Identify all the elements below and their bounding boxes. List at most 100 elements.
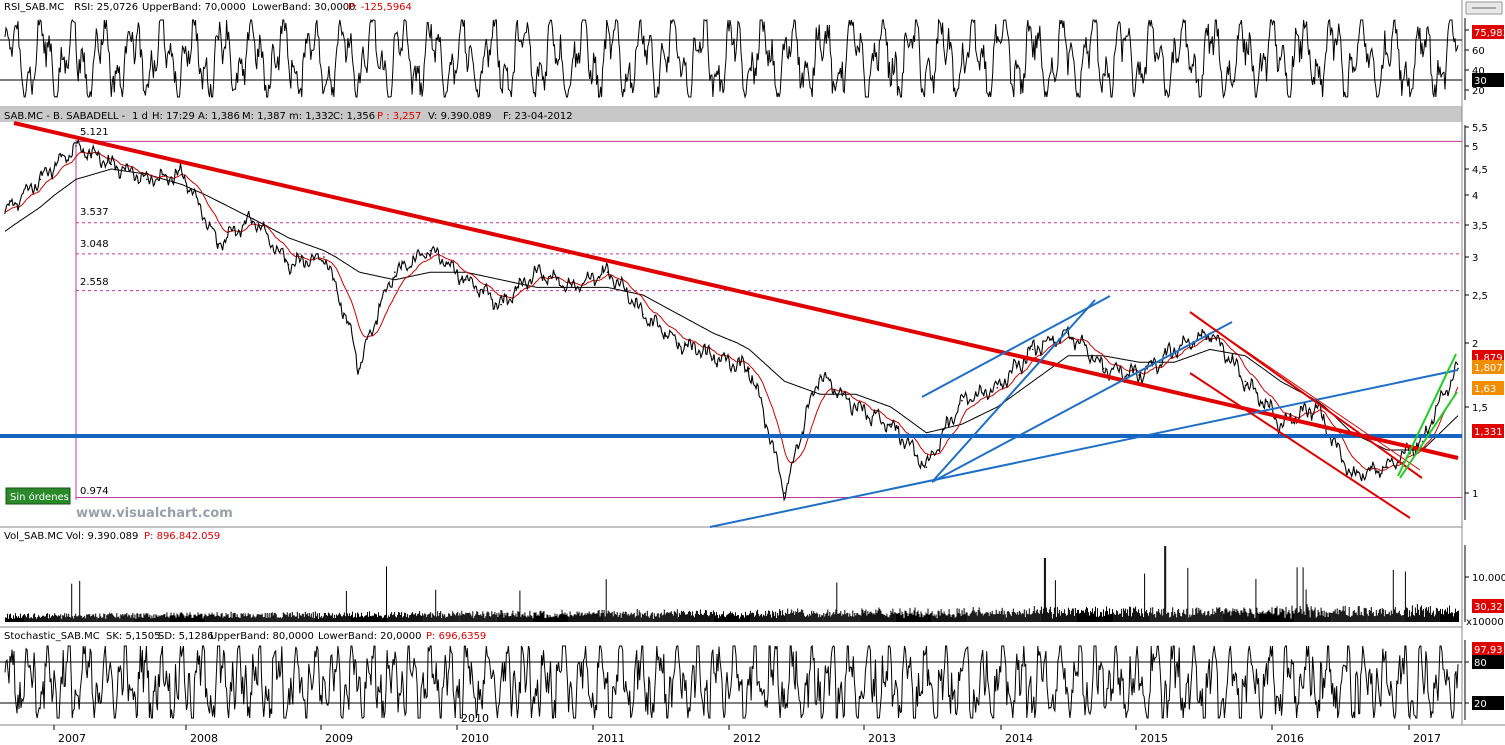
volume-bar bbox=[634, 617, 636, 622]
stoch-lower-tag: 20 bbox=[1472, 696, 1504, 710]
volume-bar bbox=[662, 614, 664, 622]
sin-ordenes-badge[interactable]: Sin órdenes bbox=[5, 487, 71, 505]
volume-bar bbox=[616, 612, 618, 622]
volume-bar bbox=[832, 613, 834, 622]
volume-bar bbox=[749, 613, 750, 622]
volume-bar bbox=[763, 614, 765, 622]
volume-bar bbox=[1107, 610, 1108, 622]
volume-bar bbox=[754, 616, 756, 622]
volume-bar bbox=[218, 616, 220, 622]
volume-bar bbox=[195, 615, 197, 622]
volume-bar bbox=[437, 611, 439, 622]
level-label-2558: 2.558 bbox=[80, 277, 109, 288]
volume-bar bbox=[859, 614, 861, 622]
volume-bar bbox=[130, 617, 132, 622]
volume-bar bbox=[1397, 612, 1399, 622]
volume-bar bbox=[719, 614, 720, 622]
volume-bar bbox=[910, 613, 912, 622]
window-controls[interactable] bbox=[1465, 1, 1503, 15]
volume-bar bbox=[857, 613, 859, 622]
volume-bar bbox=[736, 616, 737, 622]
volume-bar bbox=[1444, 610, 1445, 622]
volume-bar bbox=[307, 615, 309, 622]
volume-bar bbox=[853, 616, 855, 622]
volume-bar bbox=[1087, 608, 1088, 622]
volume-bar bbox=[911, 612, 913, 622]
volume-bar bbox=[206, 616, 208, 622]
volume-bar bbox=[331, 613, 333, 622]
volume-bar bbox=[164, 614, 166, 622]
volume-bar bbox=[912, 614, 914, 622]
volume-bar bbox=[114, 617, 116, 622]
volume-bar bbox=[735, 612, 736, 622]
volume-bar bbox=[945, 615, 947, 622]
volume-bar bbox=[1456, 612, 1457, 622]
volume-bar bbox=[107, 614, 109, 622]
volume-bar bbox=[1089, 615, 1090, 622]
volume-bar bbox=[305, 614, 307, 622]
volume-bar bbox=[288, 613, 290, 622]
volume-bar bbox=[479, 615, 481, 622]
volume-bar bbox=[727, 614, 728, 622]
volume-bar bbox=[296, 611, 298, 622]
volume-bar bbox=[773, 612, 775, 622]
volume-bar bbox=[215, 616, 217, 622]
volume-bar bbox=[520, 616, 522, 622]
volume-bar bbox=[1175, 613, 1177, 622]
volume-bar bbox=[75, 613, 77, 622]
volume-bar bbox=[787, 608, 789, 622]
volume-bar bbox=[658, 617, 660, 622]
volume-bar bbox=[84, 615, 86, 622]
volume-bar bbox=[498, 612, 500, 622]
volume-bar bbox=[309, 616, 311, 622]
volume-bar bbox=[925, 612, 927, 622]
volume-bar bbox=[286, 612, 288, 622]
volume-bar bbox=[885, 616, 887, 622]
volume-bar bbox=[11, 617, 12, 622]
volume-bar bbox=[579, 615, 581, 622]
volume-bar bbox=[168, 617, 170, 622]
price-point bbox=[677, 342, 680, 344]
volume-bar bbox=[1221, 610, 1223, 622]
volume-bar bbox=[709, 612, 711, 622]
volume-bar bbox=[265, 617, 267, 622]
volume-bar bbox=[242, 613, 244, 622]
volume-bar bbox=[1379, 608, 1381, 622]
volume-bar bbox=[1381, 608, 1383, 622]
volume-bar bbox=[414, 614, 416, 622]
volume-bar bbox=[59, 616, 61, 622]
volume-bar bbox=[653, 613, 655, 622]
volume-bar bbox=[1069, 614, 1071, 622]
volume-bar bbox=[597, 610, 599, 622]
volume-bar bbox=[421, 616, 423, 622]
volume-bar bbox=[179, 613, 181, 622]
volume-bar bbox=[483, 613, 485, 622]
volume-bar bbox=[121, 615, 123, 622]
volume-bar bbox=[696, 611, 698, 622]
volume-bar bbox=[367, 612, 368, 622]
volume-bar bbox=[14, 618, 15, 622]
volume-bar bbox=[1415, 612, 1417, 622]
volume-bar bbox=[962, 614, 964, 622]
volume-bar bbox=[633, 612, 635, 622]
volume-bar bbox=[111, 613, 113, 622]
volume-bar bbox=[271, 612, 273, 622]
volume-bar bbox=[1272, 614, 1274, 622]
volume-bar bbox=[348, 613, 350, 622]
volume-bar bbox=[877, 610, 879, 622]
volume-bar bbox=[338, 612, 340, 622]
volume-bar bbox=[833, 612, 835, 622]
volume-bar bbox=[1438, 610, 1440, 622]
volume-bar bbox=[1148, 615, 1150, 622]
volume-bar bbox=[956, 608, 958, 622]
volume-bar bbox=[426, 616, 428, 622]
volume-bar bbox=[725, 617, 726, 622]
volume-bar bbox=[924, 615, 926, 622]
volume-bar bbox=[619, 612, 621, 622]
volume-bar bbox=[92, 614, 94, 622]
down-channel-upper bbox=[1189, 311, 1423, 479]
volume-bar bbox=[239, 617, 241, 622]
volume-bar bbox=[807, 614, 809, 622]
volume-bar bbox=[93, 614, 95, 622]
volume-bar bbox=[1282, 609, 1284, 622]
